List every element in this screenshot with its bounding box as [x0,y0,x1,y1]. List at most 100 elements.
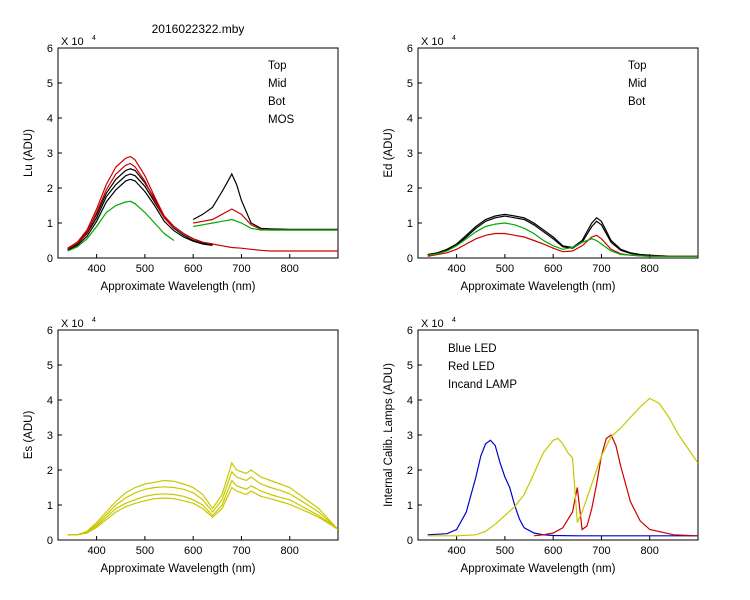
x-tick-label: 500 [496,545,514,557]
series-line-es-4 [67,486,338,536]
y-tick-label: 1 [407,218,413,230]
plot-frame [57,329,339,541]
x-axis-label: Approximate Wavelength (nm) [461,281,616,293]
y-tick-label: 5 [47,360,53,372]
y-axis-label: Es (ADU) [23,411,35,460]
x-tick-label: 400 [87,263,105,275]
figure-title: 2016022322.mby [152,22,245,36]
x-tick-label: 800 [281,263,299,275]
y-tick-label: 6 [407,325,413,337]
series-line-es-3 [67,479,338,536]
y-tick-label: 0 [47,253,53,265]
y-tick-label: 1 [47,500,53,512]
x-tick-label: 500 [496,263,514,275]
y-tick-label: 3 [47,430,53,442]
y-tick-label: 0 [407,535,413,547]
series-line-mid [427,232,698,257]
legend-entry: Bot [268,96,286,108]
x-tick-label: 800 [641,545,659,557]
y-tick-label: 0 [47,535,53,547]
series-line-bot [427,222,698,257]
legend-entry: Top [268,60,287,72]
y-tick-label: 2 [407,465,413,477]
y-tick-label: 4 [407,395,413,407]
series-line-bot [67,200,175,252]
panel-lamps: 0 1 2 3 4 5 6 400 500 600 700 800 X 10 4 Approximate W… [383,317,699,575]
x-tick-label: 700 [592,263,610,275]
legend-entry: Incand LAMP [448,379,517,391]
y-tick-label: 6 [47,325,53,337]
x-tick-label: 500 [136,545,154,557]
y-axis-label: Internal Calib. Lamps (ADU) [383,363,395,507]
series-line-top-2 [67,173,213,250]
series-line-red-led [533,434,698,537]
x-tick-label: 600 [544,263,562,275]
x-tick-label: 400 [447,263,465,275]
legend-entry: Blue LED [448,343,497,355]
y-tick-label: 4 [47,113,53,125]
x-tick-label: 500 [136,263,154,275]
x-tick-label: 400 [447,545,465,557]
y-axis-label: Lu (ADU) [23,129,35,177]
y-exponent-label: X 10 [421,318,444,330]
x-tick-label: 800 [281,545,299,557]
y-tick-label: 2 [47,183,53,195]
y-exponent-power: 4 [92,35,96,42]
series-line-mid-r [193,208,338,231]
y-tick-label: 2 [407,183,413,195]
y-tick-label: 4 [47,395,53,407]
y-tick-label: 3 [47,148,53,160]
x-tick-label: 400 [87,545,105,557]
x-axis-label: Approximate Wavelength (nm) [101,281,256,293]
y-tick-label: 1 [407,500,413,512]
series-group [67,461,338,536]
series-line-top-r [192,172,338,230]
plot-frame [417,47,699,259]
y-exponent-power: 4 [452,35,456,42]
panel-ed: 0 1 2 3 4 5 6 400 500 600 700 800 X 10 4 Approximate W… [383,35,699,293]
y-exponent-power: 4 [92,317,96,324]
x-tick-label: 700 [232,545,250,557]
series-line-es-2 [67,470,338,536]
y-exponent-label: X 10 [61,318,84,330]
y-tick-label: 1 [47,218,53,230]
y-exponent-power: 4 [452,317,456,324]
y-tick-label: 6 [47,43,53,55]
x-tick-label: 600 [184,263,202,275]
y-exponent-label: X 10 [421,36,444,48]
y-tick-label: 0 [407,253,413,265]
x-tick-label: 700 [232,263,250,275]
x-tick-label: 600 [544,545,562,557]
x-tick-label: 800 [641,263,659,275]
series-line-top-3 [67,178,213,251]
panel-lu: 0 1 2 3 4 5 6 400 500 600 700 800 X 10 4 Approximate W… [23,35,339,293]
legend-entry: Bot [628,96,646,108]
x-tick-label: 700 [592,545,610,557]
panel-es: 0 1 2 3 4 5 6 400 500 600 700 800 X 10 4 Approximate W… [23,317,339,575]
y-exponent-label: X 10 [61,36,84,48]
series-group [67,155,338,252]
legend-entry: Mid [268,78,287,90]
legend-entry: Red LED [448,361,495,373]
y-tick-label: 4 [407,113,413,125]
series-line-top-2 [427,215,698,257]
legend-entry: Top [628,60,647,72]
series-line-blue-led [427,439,698,537]
plot-frame [57,47,339,259]
series-line-es-1 [67,461,338,536]
y-tick-label: 3 [407,148,413,160]
legend-entry: Mid [628,78,647,90]
y-tick-label: 3 [407,430,413,442]
series-line-mid-2 [67,162,175,250]
y-tick-label: 5 [407,78,413,90]
series-group [427,397,698,537]
y-axis-label: Ed (ADU) [383,128,395,177]
y-tick-label: 5 [47,78,53,90]
series-line-bot-r [193,218,338,231]
series-line-top [427,213,698,257]
x-axis-label: Approximate Wavelength (nm) [101,563,256,575]
series-line-incand-lamp [427,397,698,537]
y-tick-label: 5 [407,360,413,372]
y-tick-label: 6 [407,43,413,55]
